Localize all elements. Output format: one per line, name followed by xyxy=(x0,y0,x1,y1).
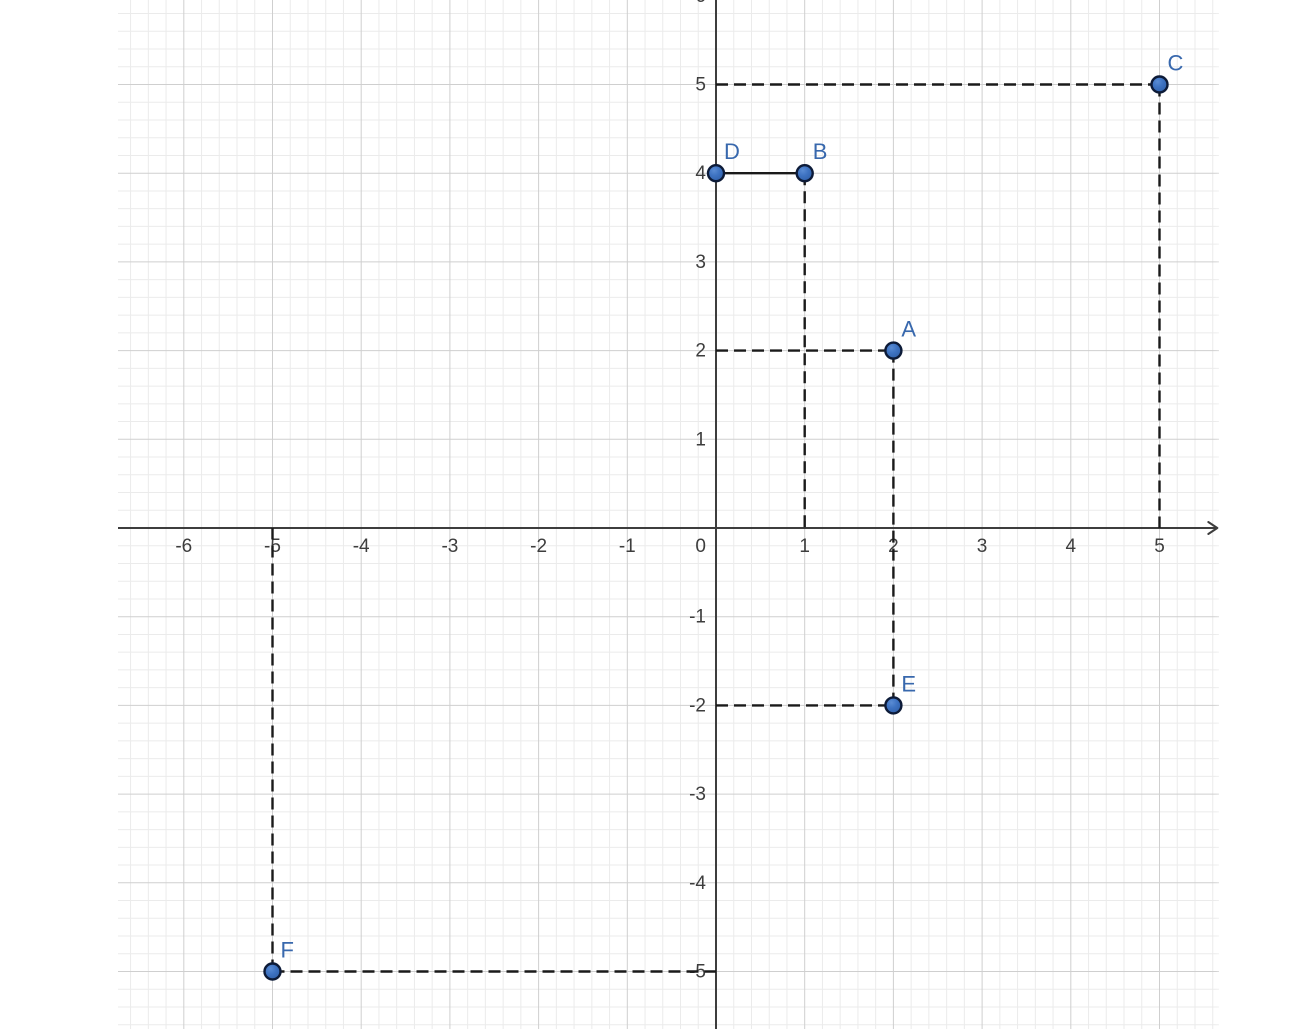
svg-text:B: B xyxy=(813,139,828,164)
svg-text:3: 3 xyxy=(977,536,988,557)
svg-text:-2: -2 xyxy=(530,536,547,557)
svg-text:C: C xyxy=(1168,51,1184,76)
svg-text:-3: -3 xyxy=(689,784,706,805)
svg-text:-2: -2 xyxy=(689,695,706,716)
svg-text:-1: -1 xyxy=(619,536,636,557)
svg-text:1: 1 xyxy=(799,536,810,557)
svg-text:A: A xyxy=(901,317,916,342)
svg-text:-4: -4 xyxy=(353,536,370,557)
svg-text:5: 5 xyxy=(695,75,706,96)
svg-text:4: 4 xyxy=(1066,536,1077,557)
svg-text:D: D xyxy=(724,139,740,164)
svg-text:2: 2 xyxy=(695,341,706,362)
svg-text:1: 1 xyxy=(695,429,706,450)
svg-text:F: F xyxy=(281,938,294,963)
svg-text:-3: -3 xyxy=(441,536,458,557)
svg-text:4: 4 xyxy=(695,163,706,184)
svg-text:-4: -4 xyxy=(689,873,706,894)
svg-text:5: 5 xyxy=(1154,536,1165,557)
svg-text:E: E xyxy=(901,671,916,696)
svg-text:6: 6 xyxy=(695,0,706,7)
svg-text:-1: -1 xyxy=(689,607,706,628)
svg-text:-6: -6 xyxy=(175,536,192,557)
svg-text:3: 3 xyxy=(695,252,706,273)
svg-text:0: 0 xyxy=(695,536,706,557)
